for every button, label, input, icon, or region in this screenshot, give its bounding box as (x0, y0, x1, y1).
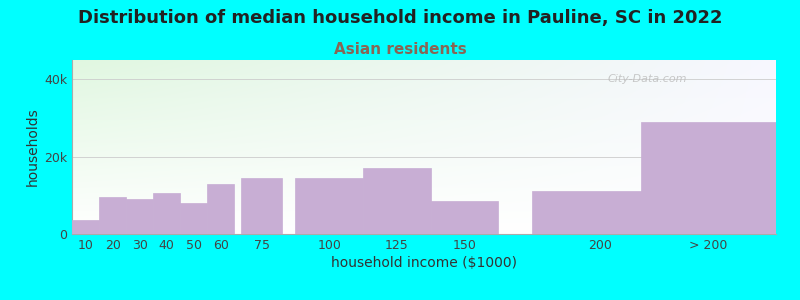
Y-axis label: households: households (26, 108, 40, 186)
Bar (154, 194, 180, 234)
Bar (99, 197, 126, 234)
Text: Asian residents: Asian residents (334, 42, 466, 57)
Bar (295, 178, 363, 234)
Bar (126, 199, 154, 234)
Bar (532, 191, 668, 234)
Bar (242, 178, 282, 234)
Text: City-Data.com: City-Data.com (607, 74, 686, 84)
Text: Distribution of median household income in Pauline, SC in 2022: Distribution of median household income … (78, 9, 722, 27)
Bar (363, 168, 430, 234)
Bar (207, 184, 234, 234)
Bar (180, 203, 207, 234)
X-axis label: household income ($1000): household income ($1000) (331, 256, 517, 270)
Bar (641, 122, 776, 234)
Bar (430, 201, 498, 234)
Bar (72, 220, 99, 234)
